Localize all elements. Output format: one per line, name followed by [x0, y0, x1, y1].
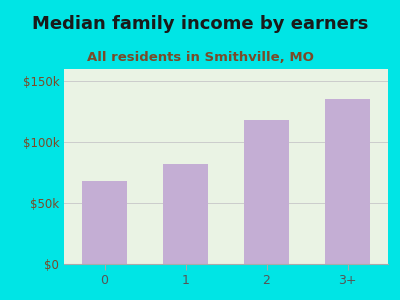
Bar — [82, 181, 127, 264]
Bar — [244, 120, 289, 264]
Bar — [163, 164, 208, 264]
Text: All residents in Smithville, MO: All residents in Smithville, MO — [86, 51, 314, 64]
Bar — [325, 100, 370, 264]
Text: Median family income by earners: Median family income by earners — [32, 15, 368, 33]
